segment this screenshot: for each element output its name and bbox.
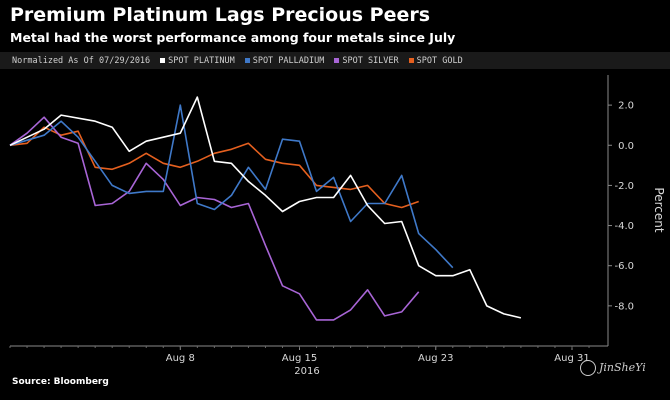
y-axis-label: Percent <box>652 187 666 232</box>
series-line-silver <box>9 116 420 321</box>
legend-swatch-palladium <box>244 58 250 63</box>
x-tick-label: Aug 15 <box>282 353 317 364</box>
series-line-platinum <box>9 96 522 319</box>
watermark-text: JinSheYi <box>599 361 646 374</box>
chart-subtitle: Metal had the worst performance among fo… <box>10 30 456 45</box>
legend: Normalized As Of 07/29/2016 SPOT PLATINU… <box>0 52 670 69</box>
series-line-gold <box>9 126 419 209</box>
legend-item-silver: SPOT SILVER <box>334 55 399 66</box>
y-tick-label: -4.0 <box>614 221 634 232</box>
source-note: Source: Bloomberg <box>12 377 109 387</box>
x-tick-label: Aug 31 <box>554 353 589 364</box>
legend-swatch-gold <box>408 58 414 63</box>
legend-item-palladium: SPOT PALLADIUM <box>244 55 325 66</box>
series-line-palladium <box>9 104 454 269</box>
watermark: JinSheYi <box>580 360 646 376</box>
normalized-note: Normalized As Of 07/29/2016 <box>12 55 151 66</box>
legend-swatch-platinum <box>160 58 166 63</box>
y-tick-label: 2.0 <box>618 101 634 112</box>
y-tick-label: 0.0 <box>618 141 634 152</box>
y-tick-label: -6.0 <box>614 261 634 272</box>
y-tick-label: -2.0 <box>614 181 634 192</box>
watermark-logo-icon <box>580 360 596 376</box>
legend-item-gold: SPOT GOLD <box>408 55 463 66</box>
legend-label-silver: SPOT SILVER <box>342 55 399 66</box>
legend-label-palladium: SPOT PALLADIUM <box>252 55 325 66</box>
y-tick-label: -8.0 <box>614 301 634 312</box>
legend-swatch-silver <box>334 58 340 63</box>
chart-title: Premium Platinum Lags Precious Peers <box>10 4 431 26</box>
legend-label-platinum: SPOT PLATINUM <box>168 55 235 66</box>
x-tick-label: Aug 23 <box>418 353 453 364</box>
legend-label-gold: SPOT GOLD <box>416 55 463 66</box>
legend-item-platinum: SPOT PLATINUM <box>160 56 235 66</box>
x-axis-label: 2016 <box>294 366 319 377</box>
x-tick-label: Aug 8 <box>166 353 195 364</box>
